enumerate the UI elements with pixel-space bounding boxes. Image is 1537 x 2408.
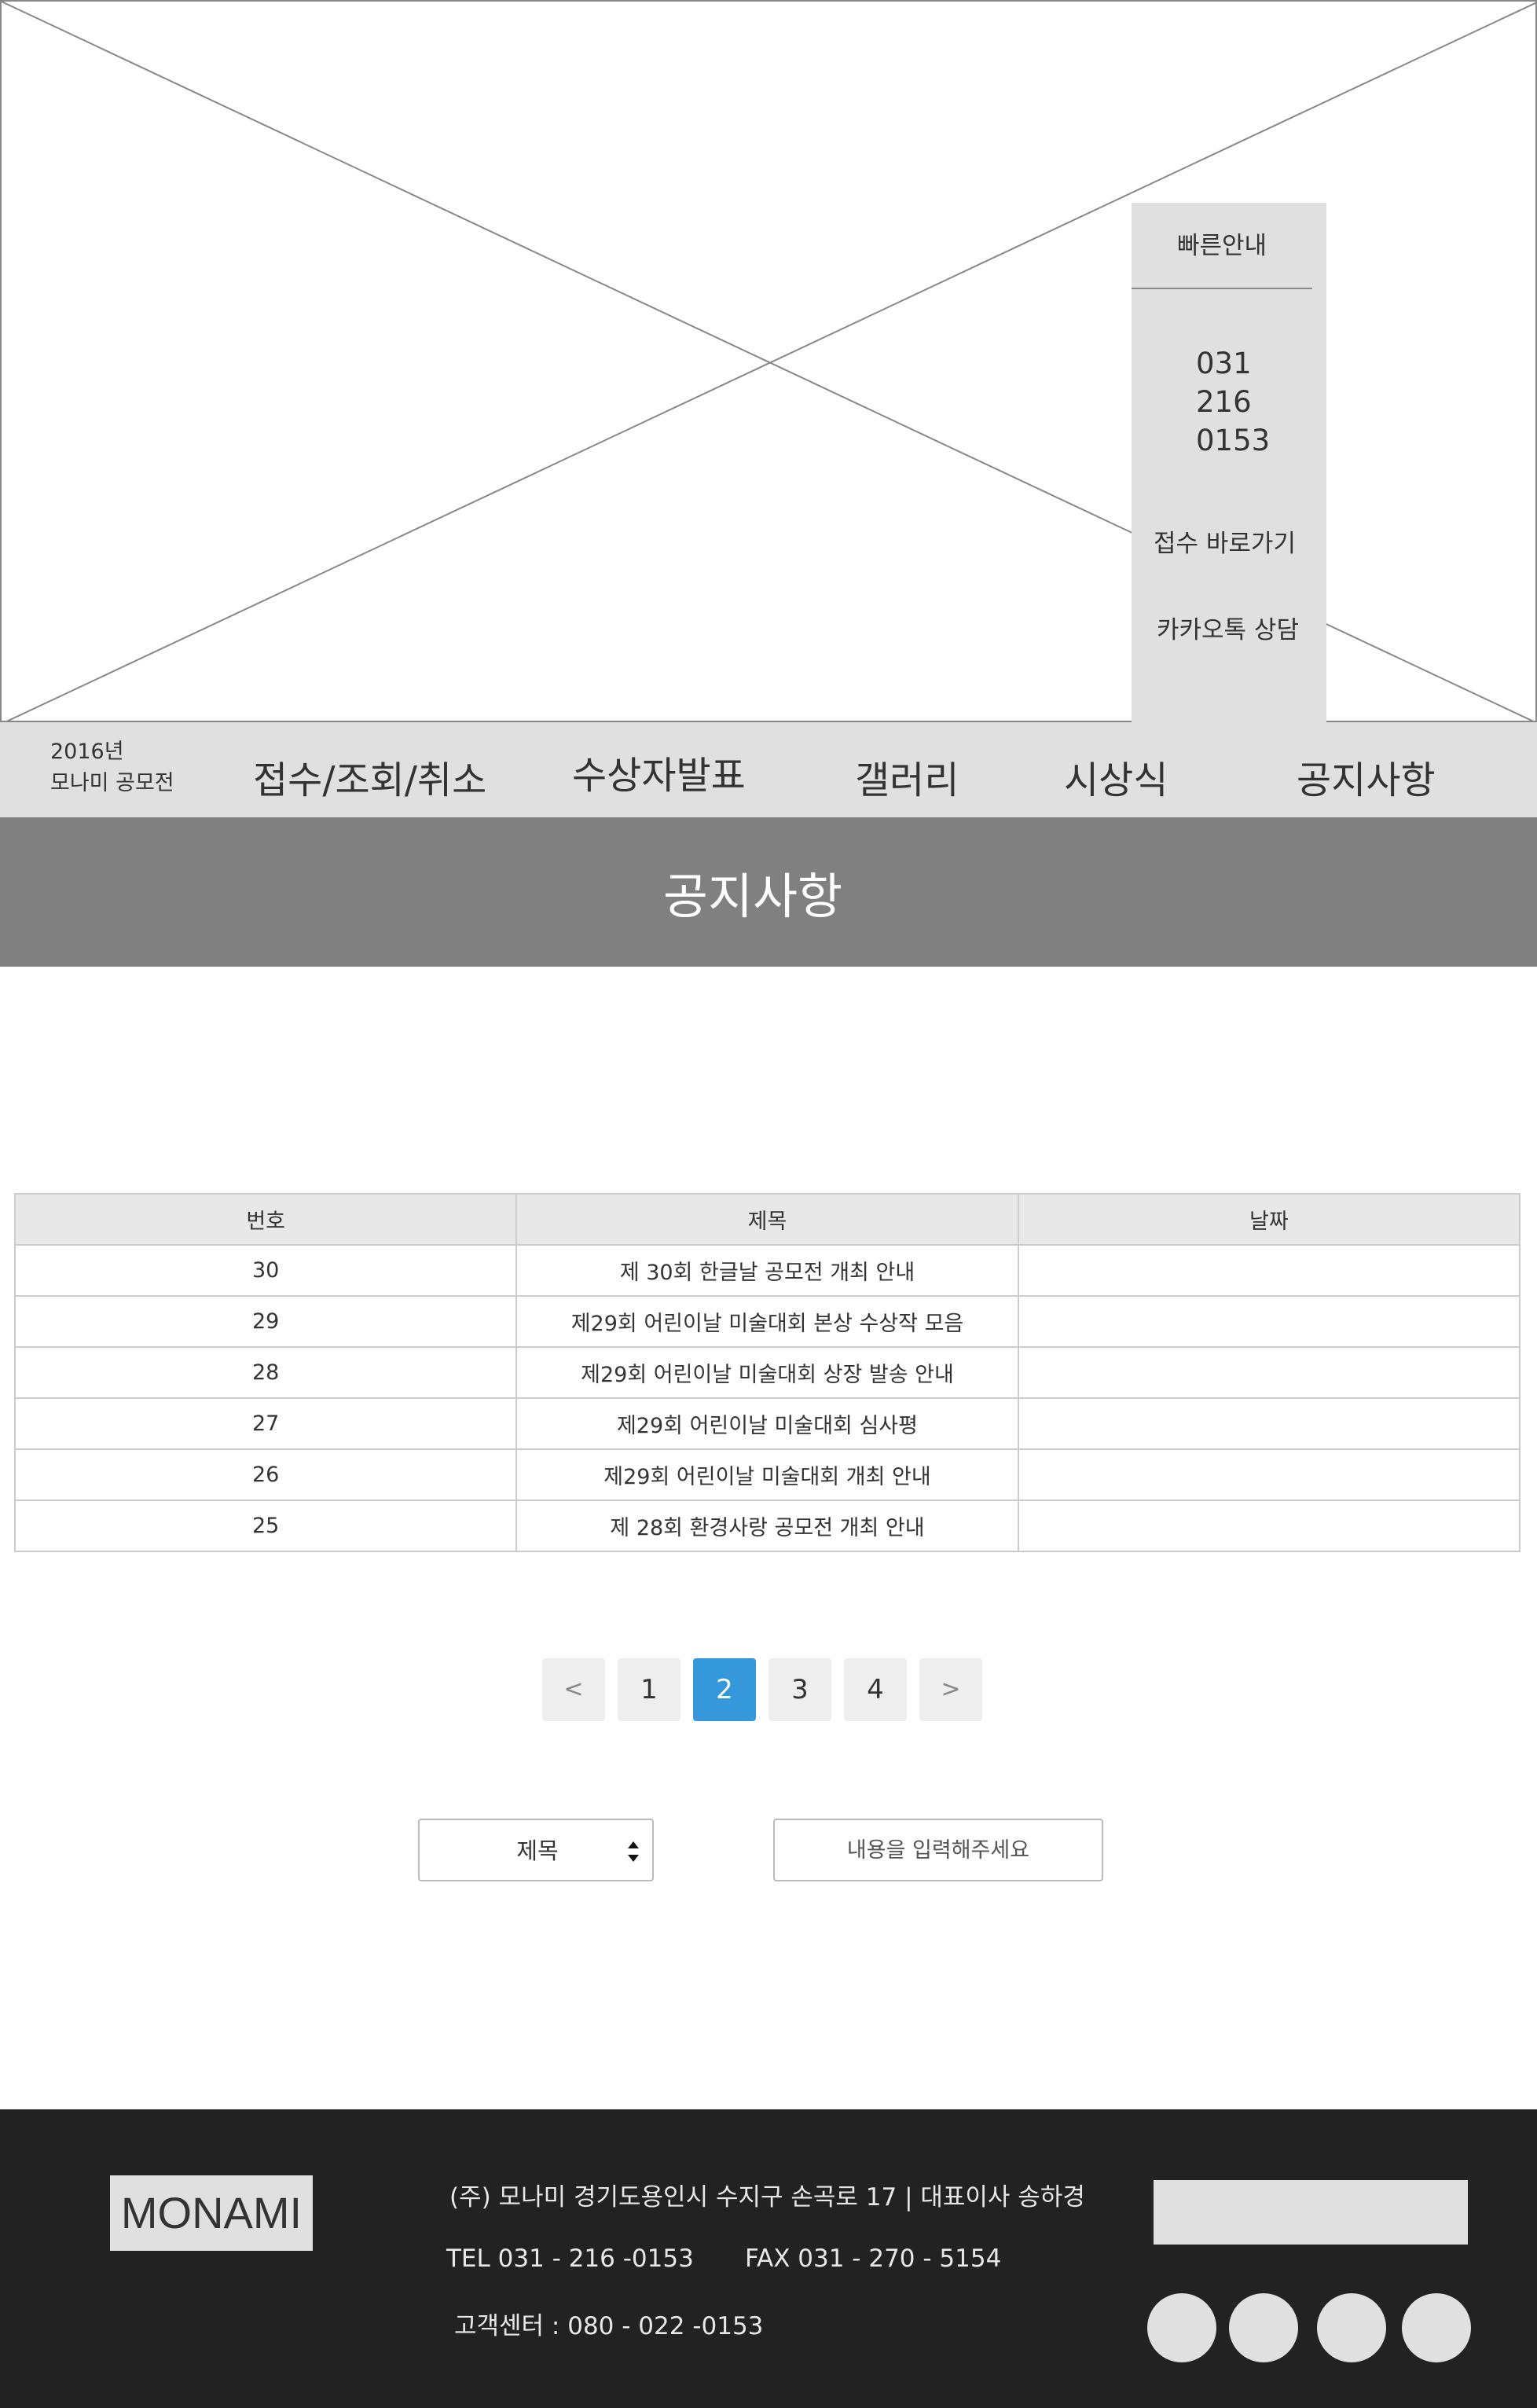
cell-date	[1017, 1346, 1521, 1399]
page-button-1[interactable]: 1	[618, 1658, 680, 1721]
phone-part: 031	[1196, 347, 1252, 380]
page-button-2[interactable]: 2	[693, 1658, 756, 1721]
footer-tel: TEL 031 - 216 -0153	[446, 2245, 694, 2273]
social-icon-1[interactable]	[1147, 2293, 1216, 2362]
cell-title[interactable]: 제29회 어린이날 미술대회 심사평	[515, 1397, 1019, 1450]
cell-date	[1017, 1499, 1521, 1552]
social-icon-3[interactable]	[1317, 2293, 1386, 2362]
table-row[interactable]: 28 제29회 어린이날 미술대회 상장 발송 안내	[13, 1346, 1521, 1399]
brand-name: 모나미 공모전	[50, 771, 174, 795]
table-row[interactable]: 25 제 28회 환경사랑 공모전 개최 안내	[13, 1499, 1521, 1552]
cell-title[interactable]: 제29회 어린이날 미술대회 본상 수상작 모음	[515, 1295, 1019, 1348]
cell-date	[1017, 1448, 1521, 1501]
column-header-title: 제목	[515, 1193, 1019, 1246]
cell-title[interactable]: 제 28회 환경사랑 공모전 개최 안내	[515, 1499, 1019, 1552]
table-row[interactable]: 29 제29회 어린이날 미술대회 본상 수상작 모음	[13, 1295, 1521, 1348]
cell-number: 29	[13, 1295, 518, 1348]
social-icon-4[interactable]	[1402, 2293, 1471, 2362]
nav-item-ceremony[interactable]: 시상식	[1064, 758, 1168, 802]
notice-table: 번호 제목 날짜 30 제 30회 한글날 공모전 개최 안내 29 제29회 …	[13, 1193, 1521, 1552]
cell-title[interactable]: 제 30회 한글날 공모전 개최 안내	[515, 1244, 1019, 1297]
phone-part: 0153	[1196, 424, 1271, 457]
select-arrows-icon	[628, 1841, 639, 1862]
kakao-consult-link[interactable]: 카카오톡 상담	[1157, 616, 1299, 644]
page-title-band: 공지사항	[0, 817, 1537, 967]
cell-date	[1017, 1397, 1521, 1450]
footer-customer-center: 고객센터 : 080 - 022 -0153	[454, 2312, 764, 2340]
nav-item-winners[interactable]: 수상자발표	[572, 754, 746, 798]
cell-title[interactable]: 제29회 어린이날 미술대회 상장 발송 안내	[515, 1346, 1019, 1399]
nav-item-gallery[interactable]: 갤러리	[855, 758, 959, 802]
phone-part: 216	[1196, 385, 1252, 419]
nav-item-notice[interactable]: 공지사항	[1297, 758, 1436, 802]
table-row[interactable]: 27 제29회 어린이날 미술대회 심사평	[13, 1397, 1521, 1450]
table-row[interactable]: 30 제 30회 한글날 공모전 개최 안내	[13, 1244, 1521, 1297]
prev-page-button[interactable]: <	[542, 1658, 605, 1721]
footer-fax: FAX 031 - 270 - 5154	[745, 2245, 1002, 2273]
cell-number: 27	[13, 1397, 518, 1450]
nav-item-apply[interactable]: 접수/조회/취소	[253, 758, 487, 802]
footer-logo: MONAMI	[110, 2175, 313, 2251]
main-nav: 2016년 모나미 공모전 접수/조회/취소 수상자발표 갤러리 시상식 공지사…	[0, 722, 1537, 817]
table-header-row: 번호 제목 날짜	[13, 1193, 1521, 1246]
quick-guide-phone: 031 216 0153	[1196, 344, 1270, 460]
footer-banner-placeholder	[1154, 2180, 1468, 2245]
page-button-4[interactable]: 4	[844, 1658, 907, 1721]
cell-number: 28	[13, 1346, 518, 1399]
pagination: < 1 2 3 4 >	[542, 1658, 995, 1721]
page-title: 공지사항	[662, 868, 843, 925]
column-header-date: 날짜	[1017, 1193, 1521, 1246]
table-row[interactable]: 26 제29회 어린이날 미술대회 개최 안내	[13, 1448, 1521, 1501]
brand-year: 2016년	[50, 740, 124, 764]
cell-date	[1017, 1295, 1521, 1348]
cell-title[interactable]: 제29회 어린이날 미술대회 개최 안내	[515, 1448, 1019, 1501]
cell-number: 25	[13, 1499, 518, 1552]
nav-brand[interactable]: 2016년 모나미 공모전	[50, 736, 174, 799]
cell-number: 30	[13, 1244, 518, 1297]
search-input[interactable]	[773, 1819, 1103, 1881]
footer: MONAMI (주) 모나미 경기도용인시 수지구 손곡로 17 | 대표이사 …	[0, 2109, 1537, 2408]
page-button-3[interactable]: 3	[768, 1658, 831, 1721]
next-page-button[interactable]: >	[919, 1658, 982, 1721]
quick-guide-panel: 빠른안내 031 216 0153 접수 바로가기 카카오톡 상담	[1132, 203, 1326, 722]
footer-address: (주) 모나미 경기도용인시 수지구 손곡로 17 | 대표이사 송하경	[449, 2183, 1085, 2212]
quick-guide-title: 빠른안내	[1132, 203, 1312, 289]
search-field-select[interactable]: 제목	[418, 1819, 654, 1881]
search-select-value: 제목	[516, 1837, 559, 1864]
apply-shortcut-link[interactable]: 접수 바로가기	[1154, 530, 1296, 558]
cell-date	[1017, 1244, 1521, 1297]
column-header-number: 번호	[13, 1193, 518, 1246]
cell-number: 26	[13, 1448, 518, 1501]
social-icon-2[interactable]	[1229, 2293, 1298, 2362]
